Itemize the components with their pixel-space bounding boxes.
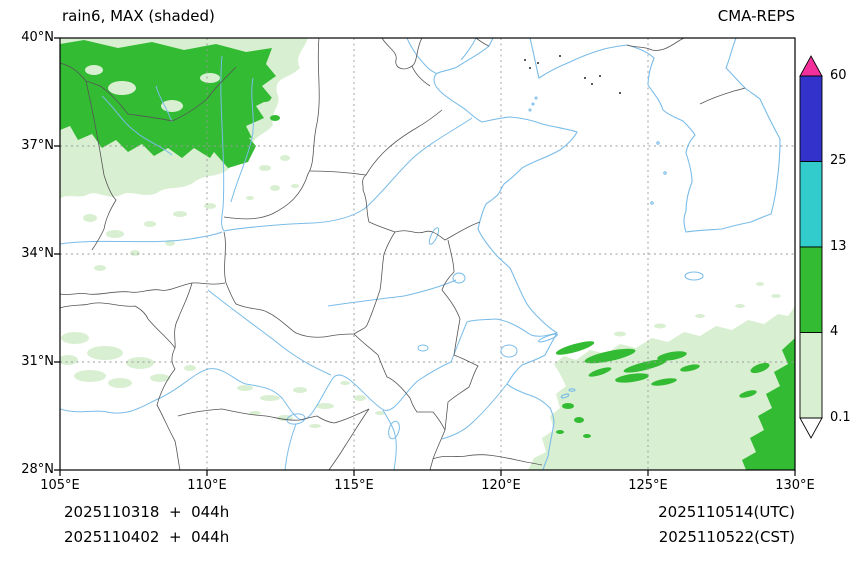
y-tick-28n: 28°N (21, 462, 54, 477)
map-plot-area (60, 38, 795, 470)
y-tick-31n: 31°N (21, 354, 54, 369)
colorbar-label-60: 60 (830, 68, 847, 83)
coastline (433, 38, 781, 470)
province-borders (60, 38, 746, 470)
island-specks (524, 55, 621, 94)
plot-title: rain6, MAX (shaded) (62, 7, 215, 25)
rivers (60, 38, 558, 470)
init-time-utc: 2025110318 + 044h (64, 503, 230, 521)
tick-marks (54, 37, 796, 476)
colorbar-segment-60-25 (799, 75, 823, 162)
valid-time-utc: 2025110514(UTC) (658, 503, 795, 521)
colorbar-segment-25-13 (799, 161, 823, 248)
colorbar-label-4: 4 (830, 324, 839, 339)
y-tick-34n: 34°N (21, 246, 54, 261)
gridlines (60, 38, 795, 470)
colorbar (799, 55, 823, 439)
init-time-cst: 2025110402 + 044h (64, 528, 230, 546)
y-tick-40n: 40°N (21, 30, 54, 45)
x-tick-110e: 110°E (187, 478, 227, 493)
colorbar-segment-13-4 (799, 246, 823, 333)
y-tick-37n: 37°N (21, 138, 54, 153)
colorbar-over-arrow (799, 55, 823, 77)
x-tick-120e: 120°E (481, 478, 521, 493)
colorbar-label-25: 25 (830, 153, 847, 168)
x-tick-130e: 130°E (775, 478, 815, 493)
colorbar-under-arrow (799, 417, 823, 439)
x-tick-125e: 125°E (628, 478, 668, 493)
colorbar-label-01: 0.1 (830, 410, 851, 425)
x-tick-115e: 115°E (334, 478, 374, 493)
valid-time-cst: 2025110522(CST) (658, 528, 795, 546)
colorbar-label-13: 13 (830, 239, 847, 254)
x-tick-105e: 105°E (40, 478, 80, 493)
colorbar-segment-4-01 (799, 332, 823, 419)
model-name: CMA-REPS (717, 7, 795, 25)
